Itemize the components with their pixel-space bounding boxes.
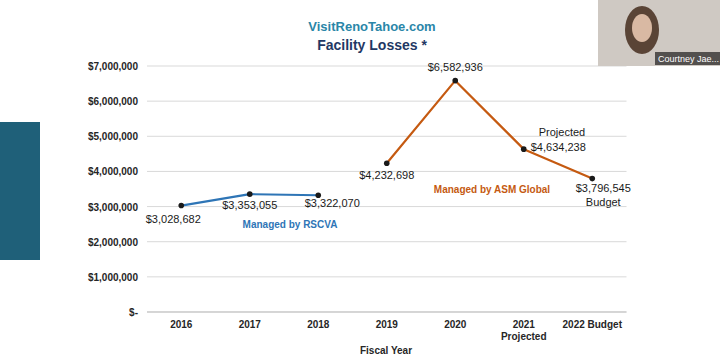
video-person	[625, 6, 659, 54]
y-tick-label: $4,000,000	[88, 166, 138, 177]
series-line	[387, 81, 593, 179]
y-tick-label: $1,000,000	[88, 272, 138, 283]
video-label: Courtney Jae...	[658, 54, 719, 64]
grid	[147, 66, 627, 312]
y-tick-label: $7,000,000	[88, 61, 138, 72]
annotation: Projected	[539, 126, 585, 138]
data-label: $4,232,698	[359, 169, 414, 181]
grid-line	[147, 206, 627, 207]
series-label: Managed by ASM Global	[434, 184, 551, 195]
x-tick-label: 2020	[444, 319, 467, 330]
y-tick-label: $6,000,000	[88, 96, 138, 107]
data-point	[384, 160, 390, 166]
grid-line	[147, 241, 627, 242]
title: Facility Losses *	[317, 37, 427, 53]
slide-accent	[0, 122, 40, 260]
y-tick-label: $-	[129, 307, 138, 318]
x-tick-label: 2019	[376, 319, 399, 330]
grid-line	[147, 66, 627, 67]
series-label: Managed by RSCVA	[243, 219, 338, 230]
x-axis-title: Fiscal Year	[360, 345, 412, 356]
annotation: Budget	[586, 196, 621, 208]
data-label: $6,582,936	[428, 61, 483, 73]
data-point	[178, 203, 184, 209]
x-tick-label: 2017	[239, 319, 262, 330]
data-label: $3,322,070	[305, 197, 360, 209]
x-axis	[147, 312, 627, 313]
x-tick-label: 2018	[307, 319, 330, 330]
x-tick-label: 2022 Budget	[563, 319, 623, 330]
data-label: $4,634,238	[531, 141, 586, 153]
data-point	[521, 146, 527, 152]
x-tick-label: 2016	[170, 319, 193, 330]
y-tick-label: $3,000,000	[88, 202, 138, 213]
video-face	[632, 14, 652, 42]
plot-area	[178, 78, 595, 209]
y-tick-label: $5,000,000	[88, 131, 138, 142]
grid-line	[147, 101, 627, 102]
y-tick-label: $2,000,000	[88, 237, 138, 248]
data-label: $3,353,055	[222, 199, 277, 211]
video-tile	[598, 0, 720, 66]
data-label: $3,028,682	[146, 213, 201, 225]
grid-line	[147, 312, 627, 313]
data-point	[452, 78, 458, 84]
data-label: $3,796,545	[576, 182, 631, 194]
subtitle: VisitRenoTahoe.com	[308, 19, 435, 34]
grid-line	[147, 276, 627, 277]
data-point	[589, 176, 595, 182]
chart: VisitRenoTahoe.com Facility Losses * $- $1,…	[0, 0, 720, 360]
data-point	[247, 191, 253, 197]
x-tick-label: 2021Projected	[501, 319, 547, 342]
video-label-bg	[655, 52, 720, 65]
